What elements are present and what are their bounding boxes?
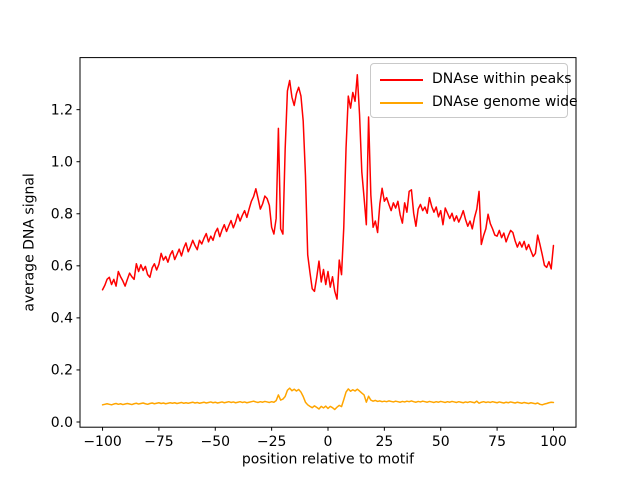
y-tick-label: 1.0 — [51, 155, 73, 171]
x-tick-label: −100 — [83, 434, 121, 450]
legend-line-icon-orange — [380, 101, 423, 104]
legend-line-icon-red — [380, 78, 423, 81]
y-tick-label: 0.4 — [51, 311, 73, 327]
legend-entry-label: DNAse genome wide — [432, 94, 578, 110]
x-tick-label: 0 — [324, 434, 333, 450]
y-tick-label: 1.2 — [51, 102, 73, 118]
x-tick-label: 100 — [540, 434, 567, 450]
y-axis-label: average DNA signal — [22, 173, 38, 311]
x-tick-label: −25 — [257, 434, 287, 450]
x-tick-label: 50 — [432, 434, 450, 450]
legend-entry: DNAse genome wide — [380, 91, 578, 114]
legend-entry-label: DNAse within peaks — [432, 71, 572, 87]
y-tick-label: 0.0 — [51, 415, 73, 431]
x-tick-label: −75 — [144, 434, 174, 450]
x-axis-label: position relative to motif — [242, 452, 415, 468]
x-axis: −100 −75 −50 −25 0 25 50 75 100 — [83, 427, 567, 450]
series-line-dnase-genome-wide — [101, 387, 555, 411]
x-tick-label: 75 — [488, 434, 506, 450]
legend: DNAse within peaks DNAse genome wide — [370, 63, 578, 118]
y-tick-label: 0.6 — [51, 259, 73, 275]
x-tick-label: 25 — [375, 434, 393, 450]
series-lines — [101, 74, 555, 411]
y-axis: 0.0 0.2 0.4 0.6 0.8 1.0 1.2 — [51, 102, 80, 431]
series-line-dnase-within-peaks — [101, 74, 555, 300]
y-tick-label: 0.2 — [51, 363, 73, 379]
x-tick-label: −50 — [200, 434, 230, 450]
y-tick-label: 0.8 — [51, 207, 73, 223]
legend-entry: DNAse within peaks — [380, 68, 572, 91]
